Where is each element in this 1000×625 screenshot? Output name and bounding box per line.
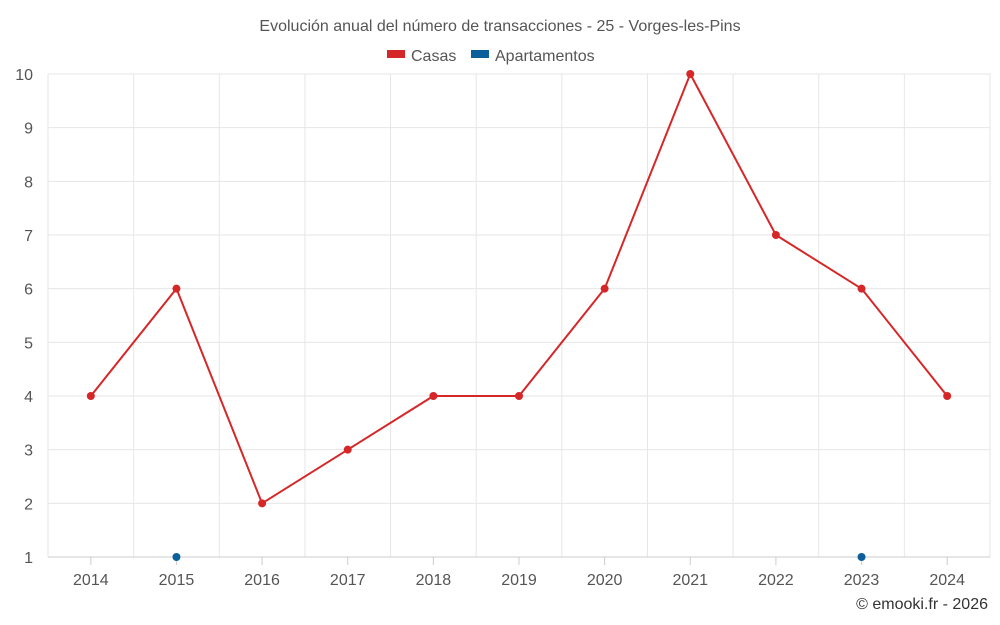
data-point-casas[interactable] (258, 499, 267, 508)
data-point-casas[interactable] (600, 284, 609, 293)
chart-title: Evolución anual del número de transaccio… (259, 18, 740, 35)
x-tick-label: 2021 (672, 572, 708, 589)
data-point-casas[interactable] (857, 284, 866, 293)
series-apartamentos (172, 553, 866, 561)
data-point-apartamentos[interactable] (172, 553, 181, 561)
data-point-casas[interactable] (172, 284, 181, 293)
x-tick-label: 2018 (416, 572, 452, 589)
x-tick-label: 2016 (244, 572, 280, 589)
data-point-apartamentos[interactable] (857, 553, 866, 561)
y-tick-label: 9 (24, 121, 33, 138)
y-tick-label: 5 (24, 335, 33, 352)
data-point-casas[interactable] (686, 70, 695, 78)
x-tick-label: 2020 (587, 572, 623, 589)
series-casas (86, 70, 952, 508)
legend-label-apartamentos[interactable]: Apartamentos (495, 48, 595, 65)
data-point-casas[interactable] (771, 231, 780, 239)
y-tick-label: 10 (15, 67, 33, 84)
legend-label-casas[interactable]: Casas (411, 48, 456, 65)
data-point-casas[interactable] (343, 445, 352, 454)
x-tick-label: 2022 (758, 572, 794, 589)
data-point-casas[interactable] (429, 392, 438, 400)
x-tick-label: 2015 (159, 572, 195, 589)
y-tick-label: 6 (24, 282, 33, 299)
axes: 1 2 3 4 5 6 7 8 9 10 2014 2015 2016 2017 2018 2019 2020 2… (15, 67, 990, 589)
legend-swatch-apartamentos (471, 50, 489, 58)
series (86, 70, 952, 561)
y-tick-label: 3 (24, 443, 33, 460)
data-point-casas[interactable] (86, 392, 95, 400)
credit-text: © emooki.fr - 2026 (856, 596, 988, 613)
grid (47, 73, 991, 557)
legend-swatch-casas (387, 50, 405, 58)
data-point-casas[interactable] (943, 392, 952, 400)
x-tick-label: 2017 (330, 572, 366, 589)
data-point-casas[interactable] (515, 392, 523, 400)
x-tick-label: 2023 (844, 572, 880, 589)
y-tick-label: 8 (24, 174, 33, 191)
y-tick-label: 1 (24, 550, 33, 567)
y-tick-label: 2 (24, 496, 33, 513)
legend: Casas Apartamentos (387, 48, 595, 65)
x-tick-label: 2014 (73, 572, 109, 589)
x-tick-label: 2024 (929, 572, 965, 589)
y-tick-label: 7 (24, 228, 33, 245)
x-tick-label: 2019 (501, 572, 537, 589)
y-tick-label: 4 (24, 389, 33, 406)
